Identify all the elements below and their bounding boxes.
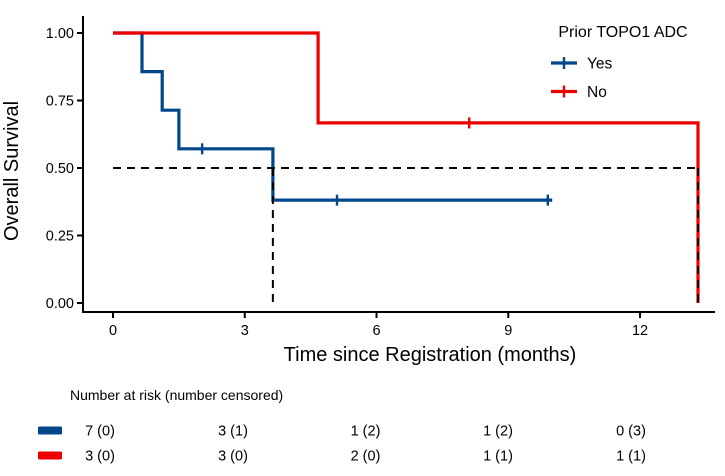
- risk-table: Number at risk (number censored) 7 (0) 3 …: [38, 387, 646, 465]
- legend-label-no: No: [587, 84, 607, 101]
- risk-table-header: Number at risk (number censored): [70, 387, 283, 403]
- y-tick-label: 0.00: [46, 296, 74, 312]
- x-tick-label: 0: [109, 323, 117, 339]
- risk-swatch-yes: [38, 426, 62, 435]
- x-tick-label: 3: [241, 323, 249, 339]
- y-tick-label: 0.75: [46, 94, 74, 110]
- x-tick-label: 12: [632, 323, 648, 339]
- legend-title: Prior TOPO1 ADC: [558, 24, 687, 41]
- risk-value-no: 1 (1): [483, 449, 513, 465]
- x-axis-title: Time since Registration (months): [284, 344, 577, 366]
- y-tick-label: 0.25: [46, 229, 74, 245]
- risk-value-yes: 3 (1): [218, 424, 248, 440]
- axes: 0.00 0.25 0.50 0.75 1.00 0 3 6 9 12: [46, 16, 715, 339]
- y-tick-label: 1.00: [46, 26, 74, 42]
- median-reference-lines: [113, 167, 700, 303]
- risk-value-yes: 0 (3): [616, 424, 646, 440]
- x-tick-label: 9: [504, 323, 512, 339]
- y-tick-label: 0.50: [46, 161, 74, 177]
- y-axis-title: Overall Survival: [1, 101, 23, 241]
- risk-value-yes: 1 (2): [351, 424, 381, 440]
- risk-value-no: 1 (1): [616, 449, 646, 465]
- risk-value-yes: 7 (0): [85, 424, 115, 440]
- risk-value-no: 2 (0): [351, 449, 381, 465]
- risk-value-yes: 1 (2): [483, 424, 513, 440]
- risk-value-no: 3 (0): [85, 449, 115, 465]
- x-tick-label: 6: [372, 323, 380, 339]
- km-curve-yes: [113, 31, 553, 202]
- risk-value-no: 3 (0): [218, 449, 248, 465]
- risk-swatch-no: [38, 451, 62, 460]
- censor-marks: [200, 117, 550, 206]
- legend: Prior TOPO1 ADC Yes No: [551, 24, 688, 101]
- legend-label-yes: Yes: [587, 56, 613, 73]
